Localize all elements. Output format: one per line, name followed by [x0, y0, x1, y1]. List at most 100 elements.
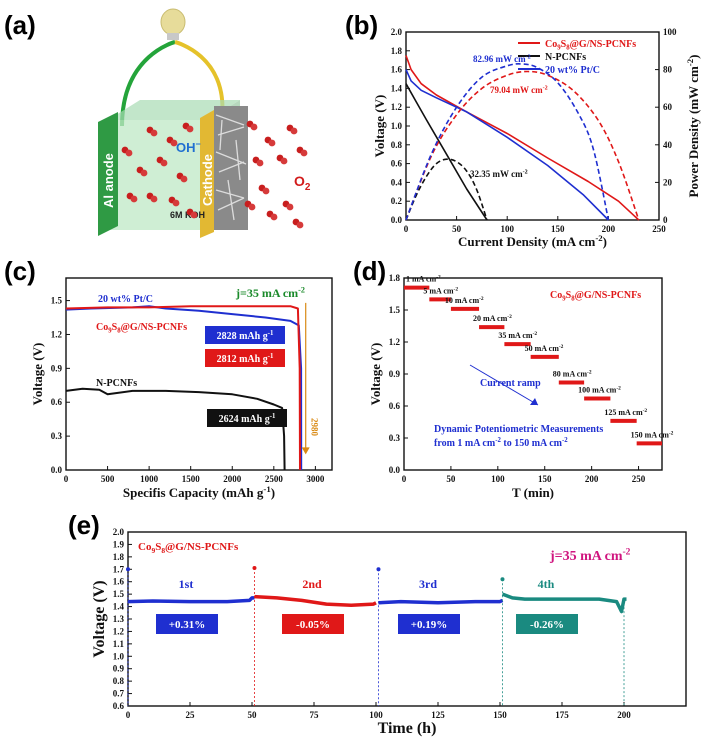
o2-atom	[140, 169, 148, 177]
o2-atom	[160, 159, 168, 167]
o2-atom	[268, 139, 276, 147]
o2-atom	[186, 125, 194, 133]
b-y2tick-label: 60	[663, 102, 673, 112]
b-annotation: 79.04 mW cm-2	[490, 85, 548, 95]
b-series-voltage	[405, 69, 609, 221]
panel-a-label: (a)	[4, 10, 36, 40]
b-series-power	[405, 70, 640, 221]
e-xtick-label: 200	[617, 710, 631, 720]
e-cycle-series	[378, 598, 504, 605]
e-ytick-label: 1.7	[113, 564, 125, 574]
d-xtick-label: 100	[491, 474, 505, 484]
b-ylabel: Voltage (V)	[372, 95, 387, 158]
c-frame	[65, 277, 333, 471]
c-xtick-label: 500	[101, 474, 115, 484]
o2-atom	[280, 157, 288, 165]
b-series-voltage	[405, 55, 640, 221]
d-ytick-label: 0.0	[389, 465, 401, 475]
b-y2tick-label: 20	[663, 177, 673, 187]
e-xtick-label: 175	[555, 710, 569, 720]
b-annotation: 32.35 mW cm-2	[470, 169, 528, 179]
fiber-lines	[215, 114, 247, 221]
b-xtick-label: 100	[500, 224, 514, 234]
c-label-ptc: 20 wt% Pt/C	[98, 294, 153, 305]
o2-atom	[248, 203, 256, 211]
b-frame	[405, 31, 660, 221]
b-series-power	[405, 158, 488, 221]
e-cycle-name: 3rd	[419, 577, 437, 591]
c-ytick-label: 0.0	[51, 465, 63, 475]
panel-e: (e) 0 25 50 75 100 125 150 175 200 0.6 0.7 0.8 0.9 1.…	[68, 510, 687, 737]
d-xtick-label: 250	[632, 474, 646, 484]
b-y2tick-label: 0	[663, 215, 668, 225]
e-ytick-label: 2.0	[113, 527, 125, 537]
d-xtick-label: 50	[446, 474, 456, 484]
e-xtick-label: 75	[310, 710, 320, 720]
e-xlabel: Time (h)	[378, 720, 437, 737]
panel-d: (d) 0 50 100 150 200 250 0.0 0.3 0.6 0.9 1.2 1.5 1.8…	[353, 256, 674, 500]
o2-atom	[150, 129, 158, 137]
c-ytick-label: 1.5	[51, 296, 63, 306]
o2-atom	[125, 149, 133, 157]
o2-atom	[256, 159, 264, 167]
e-ytick-label: 1.4	[113, 602, 125, 612]
b-ytick-label: 0.2	[391, 196, 403, 206]
d-xlabel: T (min)	[512, 485, 554, 500]
e-ytick-label: 1.6	[113, 577, 125, 587]
e-change-box	[282, 614, 344, 634]
d-xtick-label: 0	[402, 474, 407, 484]
d-step-label: 10 mA cm-2	[445, 296, 484, 305]
panel-b: (b) 0 50 100 150 200 2500.00.20.40.60.81.01.2…	[345, 10, 701, 249]
d-ytick-label: 0.3	[389, 433, 401, 443]
e-change-box	[398, 614, 460, 634]
d-ytick-label: 0.6	[389, 401, 401, 411]
c-xtick-label: 3000	[306, 474, 325, 484]
b-ytick-label: 0.6	[391, 159, 403, 169]
d-step-label: 20 mA cm-2	[473, 314, 512, 323]
d-step-label: 80 mA cm-2	[553, 369, 592, 378]
d-ramp-arrow	[469, 364, 539, 406]
c-marker-arrow	[301, 447, 310, 455]
e-xtick-label: 50	[248, 710, 258, 720]
c-xtick-label: 1500	[182, 474, 201, 484]
e-cycle-series	[127, 596, 255, 604]
c-xlabel: Specifis Capacity (mAh g-1)	[123, 484, 275, 500]
bulb-icon	[160, 8, 186, 36]
o2-atom	[296, 221, 304, 229]
e-xtick-label: 0	[126, 710, 131, 720]
o2-atom	[290, 127, 298, 135]
e-change-label: +0.31%	[169, 619, 206, 631]
d-xtick-label: 200	[585, 474, 599, 484]
b-ytick-label: 0.4	[391, 177, 403, 187]
d-step-label: 35 mA cm-2	[498, 331, 537, 340]
d-ytick-label: 1.8	[389, 273, 401, 283]
oxygen-label: O2	[294, 173, 311, 193]
e-change-box	[516, 614, 578, 634]
d-title: Co9S8@G/NS-PCNFs	[550, 290, 641, 303]
c-capacity-label: 2812 mAh g-1	[217, 353, 274, 365]
c-capacity-label: 2828 mAh g-1	[217, 330, 274, 342]
d-step-label: 50 mA cm-2	[525, 344, 564, 353]
c-xtick-label: 1000	[140, 474, 159, 484]
c-marker-label: 2980	[310, 418, 320, 437]
o2-atom	[172, 199, 180, 207]
b-legend-label: Co9S8@G/NS-PCNFs	[545, 39, 636, 52]
o2-atom	[286, 203, 294, 211]
panel-e-label: (e)	[68, 510, 100, 540]
b-xtick-label: 0	[404, 224, 409, 234]
e-cycle-name: 1st	[179, 577, 194, 591]
c-capacity-label: 2624 mAh g-1	[219, 413, 276, 425]
e-xtick-label: 150	[493, 710, 507, 720]
b-annotation: 82.96 mW cm-2	[473, 54, 531, 64]
b-ytick-label: 2.0	[391, 27, 403, 37]
b-y2tick-label: 40	[663, 140, 673, 150]
o2-atom	[262, 187, 270, 195]
e-ytick-label: 1.8	[113, 552, 125, 562]
wire-cathode	[174, 40, 225, 119]
d-ylabel: Voltage (V)	[368, 343, 383, 406]
d-xtick-label: 150	[538, 474, 552, 484]
b-ytick-label: 0.0	[391, 215, 403, 225]
panel-c: (c) 0 500 1000 1500 2000 2500 3000 0.0 0.3 0.6 0.9…	[4, 256, 333, 500]
c-xtick-label: 0	[64, 474, 69, 484]
